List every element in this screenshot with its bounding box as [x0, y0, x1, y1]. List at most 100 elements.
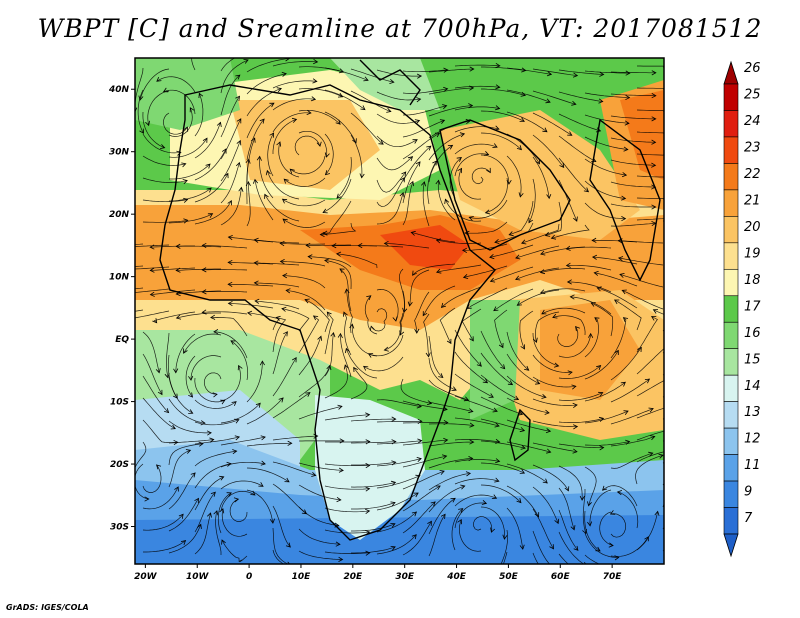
streamline — [454, 329, 482, 367]
streamline — [552, 315, 586, 336]
streamline-arrow — [519, 544, 525, 550]
streamline-arrow — [704, 87, 708, 91]
streamline — [509, 200, 534, 236]
streamline — [185, 355, 196, 398]
streamline-arrow — [443, 86, 449, 92]
streamline — [400, 290, 406, 335]
streamline-arrow — [220, 399, 226, 405]
streamline — [532, 134, 564, 168]
streamline-arrow — [486, 167, 491, 174]
streamline-arrow — [559, 162, 565, 169]
streamline — [298, 109, 341, 125]
streamline-arrow — [213, 510, 219, 516]
streamline — [506, 67, 552, 75]
streamline — [610, 378, 650, 403]
streamline-arrow — [221, 539, 226, 545]
streamline — [584, 466, 597, 506]
streamline-arrow — [178, 513, 184, 519]
streamline-arrow — [367, 353, 374, 358]
streamline-arrow — [279, 259, 285, 265]
streamline — [428, 379, 469, 401]
streamline-arrow — [227, 259, 233, 266]
streamline — [376, 156, 413, 171]
streamline-arrow — [278, 397, 284, 403]
streamline-arrow — [550, 234, 557, 240]
streamline-arrow — [281, 71, 287, 77]
streamline-arrow — [468, 103, 474, 109]
streamline-arrow — [201, 289, 207, 295]
streamline-arrow — [469, 66, 475, 72]
map-frame — [134, 57, 665, 565]
streamline — [466, 287, 508, 309]
streamline — [246, 397, 284, 425]
streamline — [551, 224, 590, 239]
streamline — [221, 539, 248, 563]
streamline — [610, 347, 642, 381]
streamline-arrow — [212, 40, 217, 44]
streamline — [454, 126, 499, 133]
streamline-arrow — [250, 137, 256, 143]
streamline — [610, 436, 655, 447]
streamline — [592, 256, 638, 265]
streamline — [636, 109, 664, 111]
streamline-arrow — [446, 338, 452, 345]
streamline-arrow — [282, 218, 288, 224]
streamline-arrow — [335, 251, 342, 257]
streamline — [636, 407, 664, 419]
streamline — [351, 441, 396, 444]
streamline-arrow — [311, 472, 317, 477]
streamline-arrow — [676, 426, 680, 430]
streamline-arrow — [616, 490, 623, 496]
streamline-arrow — [233, 497, 240, 503]
streamline-arrow — [492, 407, 498, 413]
streamline-arrow — [149, 291, 155, 297]
colorbar-label: 21 — [744, 193, 761, 208]
streamline-arrow — [590, 302, 596, 307]
streamline-arrow — [305, 392, 311, 397]
streamline-arrow — [651, 93, 657, 99]
streamline — [610, 71, 656, 74]
streamline — [614, 299, 642, 331]
streamline — [618, 240, 664, 244]
streamline — [402, 485, 441, 512]
india-coast — [589, 118, 661, 282]
streamline — [168, 187, 212, 202]
streamline — [558, 443, 604, 449]
streamline — [290, 155, 326, 175]
streamline-arrow — [598, 98, 604, 104]
streamline — [150, 267, 196, 271]
colorbar-segment — [723, 216, 739, 244]
streamline — [402, 439, 448, 446]
streamline-arrow — [413, 492, 419, 498]
streamline-arrow — [614, 349, 619, 355]
streamline-arrow — [411, 511, 418, 517]
streamline — [454, 153, 489, 177]
colorbar-segment — [723, 110, 739, 138]
streamline-arrow — [149, 244, 155, 250]
streamline — [168, 439, 214, 444]
streamline — [384, 312, 404, 351]
map-axes: 20W 10W 0 10E 20E 30E 40E 50E 60E 70E 40N 30N 20N 10N… — [108, 85, 622, 582]
streamline-arrow — [492, 143, 498, 148]
streamline-arrow — [651, 204, 657, 210]
streamline — [246, 442, 292, 447]
streamline — [557, 326, 579, 347]
streamline-arrow — [226, 492, 232, 497]
streamline-arrow — [414, 119, 421, 125]
streamline — [636, 348, 664, 375]
streamline — [168, 472, 196, 510]
streamline-arrow — [337, 332, 343, 339]
streamline-arrow — [516, 145, 522, 151]
streamline-arrow — [515, 275, 521, 281]
streamline — [254, 239, 300, 244]
streamline — [622, 289, 664, 310]
streamline — [376, 69, 422, 77]
streamline — [506, 375, 546, 398]
streamline-arrow — [322, 208, 328, 214]
streamline-arrow — [365, 439, 371, 445]
streamline-arrow — [357, 243, 363, 249]
streamline — [272, 505, 291, 548]
streamline — [254, 282, 300, 288]
colorbar-segment — [723, 401, 739, 429]
